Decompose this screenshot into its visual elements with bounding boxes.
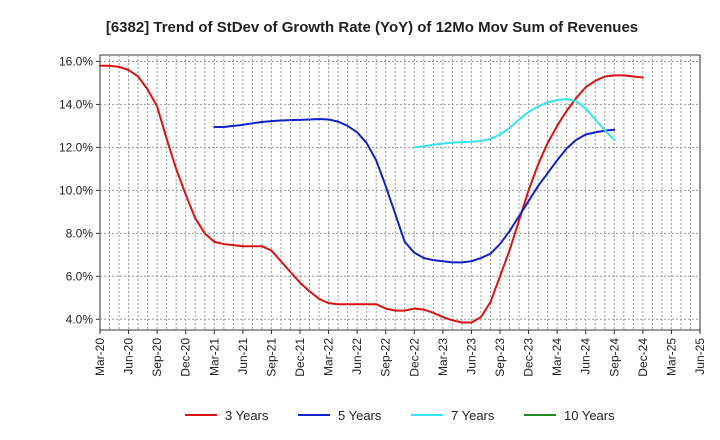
y-tick-label: 12.0% (59, 140, 93, 154)
legend: 3 Years 5 Years 7 Years 10 Years (185, 408, 615, 423)
x-tick-label: Mar-23 (436, 338, 450, 376)
chart-title: [6382] Trend of StDev of Growth Rate (Yo… (106, 19, 638, 36)
x-tick-label: Jun-22 (350, 338, 364, 375)
legend-label-5-years: 5 Years (338, 408, 382, 423)
x-axis-ticks: Mar-20 Jun-20 Sep-20 Dec-20 Mar-21 Jun-21 Sep-… (93, 330, 707, 377)
legend-label-7-years: 7 Years (451, 408, 495, 423)
y-tick-label: 10.0% (59, 183, 93, 197)
y-axis-ticks: 4.0% 6.0% 8.0% 10.0% 12.0% 14.0% 16.0% (59, 54, 100, 326)
series-layer (99, 64, 644, 324)
y-tick-label: 14.0% (59, 97, 93, 111)
x-tick-label: Mar-22 (322, 338, 336, 376)
series-line-3-years (99, 64, 644, 324)
y-tick-label: 4.0% (66, 312, 94, 326)
x-tick-label: Dec-24 (636, 338, 650, 377)
x-tick-label: Sep-21 (264, 338, 278, 377)
x-tick-label: Dec-21 (293, 338, 307, 377)
x-tick-label: Jun-20 (122, 338, 136, 375)
series-line-5-years (213, 118, 616, 264)
x-tick-label: Sep-20 (150, 338, 164, 377)
x-tick-label: Jun-24 (579, 338, 593, 375)
x-tick-label: Jun-23 (464, 338, 478, 375)
x-tick-label: Jun-25 (693, 338, 707, 375)
x-tick-label: Sep-24 (607, 338, 621, 377)
x-tick-label: Mar-21 (207, 338, 221, 376)
x-tick-label: Sep-22 (379, 338, 393, 377)
x-tick-label: Mar-20 (93, 338, 107, 376)
legend-label-10-years: 10 Years (564, 408, 615, 423)
y-tick-label: 6.0% (66, 269, 94, 283)
grid-layer (100, 55, 700, 330)
x-tick-label: Jun-21 (236, 338, 250, 375)
x-tick-label: Dec-22 (407, 338, 421, 377)
x-tick-label: Sep-23 (493, 338, 507, 377)
x-tick-label: Mar-25 (664, 338, 678, 376)
x-tick-label: Mar-24 (550, 338, 564, 376)
x-tick-label: Dec-23 (522, 338, 536, 377)
legend-label-3-years: 3 Years (225, 408, 269, 423)
series-line-7-years (413, 98, 616, 149)
y-tick-label: 8.0% (66, 226, 94, 240)
y-tick-label: 16.0% (59, 54, 93, 68)
x-tick-label: Dec-20 (179, 338, 193, 377)
plot-frame (99, 54, 701, 331)
